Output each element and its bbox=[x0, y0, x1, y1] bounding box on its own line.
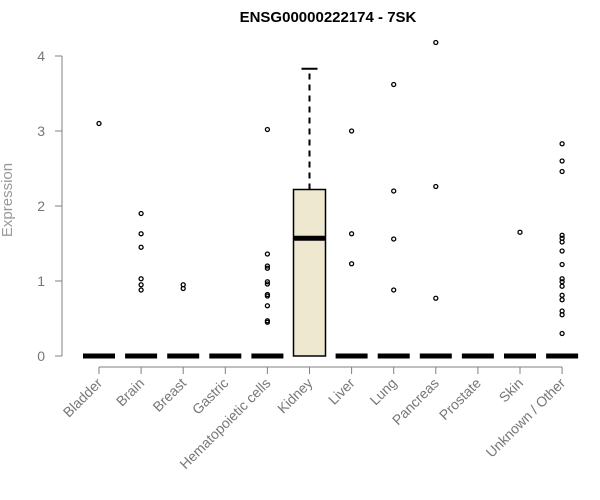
box-hematopoietic-cells bbox=[251, 126, 284, 359]
outlier-point bbox=[559, 168, 565, 175]
box-pancreas bbox=[419, 39, 452, 359]
outlier-point bbox=[559, 297, 565, 303]
outlier-point bbox=[559, 292, 565, 298]
outlier-point bbox=[138, 244, 144, 250]
outlier-point bbox=[391, 188, 397, 194]
outlier-point bbox=[559, 279, 565, 285]
x-tick-label: Lung bbox=[366, 375, 399, 408]
outlier-point bbox=[559, 141, 565, 147]
outlier-point bbox=[559, 330, 565, 337]
y-tick-label: 3 bbox=[37, 123, 45, 139]
outlier-point bbox=[138, 282, 144, 288]
outlier-point bbox=[264, 303, 271, 309]
x-tick-label: Prostate bbox=[436, 375, 484, 423]
outlier-point bbox=[559, 239, 565, 245]
outlier-point bbox=[138, 276, 144, 282]
outlier-point bbox=[96, 120, 102, 127]
outlier-point bbox=[559, 276, 565, 282]
outlier-point bbox=[138, 231, 144, 237]
box-skin bbox=[504, 229, 536, 359]
y-tick-label: 4 bbox=[37, 48, 45, 64]
outlier-point bbox=[264, 263, 271, 269]
outlier-point bbox=[391, 236, 397, 242]
outlier-point bbox=[264, 281, 271, 287]
outlier-point bbox=[559, 158, 565, 164]
outlier-point bbox=[559, 261, 565, 268]
box-kidney bbox=[292, 67, 327, 357]
outlier-point bbox=[559, 312, 565, 318]
box-rect bbox=[292, 188, 327, 357]
box-breast bbox=[167, 282, 200, 359]
box-lung bbox=[377, 81, 410, 359]
x-tick-label: Liver bbox=[325, 375, 358, 408]
outlier-point bbox=[138, 210, 144, 217]
y-tick-label: 0 bbox=[37, 348, 45, 364]
y-axis-title: Expression bbox=[0, 163, 16, 237]
outlier-point bbox=[517, 229, 523, 235]
outlier-point bbox=[264, 265, 271, 271]
outlier-point bbox=[391, 81, 397, 88]
outlier-point bbox=[559, 232, 565, 238]
outlier-point bbox=[264, 293, 271, 299]
x-tick-label: Brain bbox=[113, 375, 147, 409]
x-tick-label: Breast bbox=[149, 375, 189, 415]
outlier-point bbox=[559, 283, 565, 289]
outlier-point bbox=[264, 251, 271, 257]
y-tick-label: 2 bbox=[37, 198, 45, 214]
outlier-point bbox=[433, 39, 439, 46]
outlier-point bbox=[348, 261, 355, 267]
box-liver bbox=[335, 128, 368, 359]
outlier-point bbox=[138, 287, 144, 293]
box-unknown-other bbox=[546, 141, 579, 359]
y-tick-label: 1 bbox=[37, 273, 45, 289]
outlier-point bbox=[264, 279, 271, 285]
outlier-point bbox=[180, 285, 186, 292]
outlier-point bbox=[348, 128, 355, 134]
outlier-point bbox=[433, 183, 439, 190]
x-tick-label: Skin bbox=[496, 375, 527, 406]
x-tick-label: Unknown / Other bbox=[483, 375, 569, 461]
x-tick-label: Pancreas bbox=[389, 375, 442, 428]
outlier-point bbox=[559, 248, 565, 254]
chart-title: ENSG00000222174 - 7SK bbox=[240, 9, 417, 26]
boxes-group bbox=[83, 39, 579, 359]
box-brain bbox=[125, 210, 158, 359]
outlier-point bbox=[348, 231, 355, 237]
x-tick-label: Bladder bbox=[60, 375, 106, 421]
x-tick-label: Kidney bbox=[274, 375, 316, 417]
outlier-point bbox=[433, 295, 439, 301]
outlier-point bbox=[391, 287, 397, 293]
y-axis: 0 1 2 3 4 bbox=[37, 48, 63, 364]
outlier-point bbox=[264, 319, 271, 325]
box-bladder bbox=[83, 120, 115, 359]
outlier-point bbox=[264, 126, 271, 133]
